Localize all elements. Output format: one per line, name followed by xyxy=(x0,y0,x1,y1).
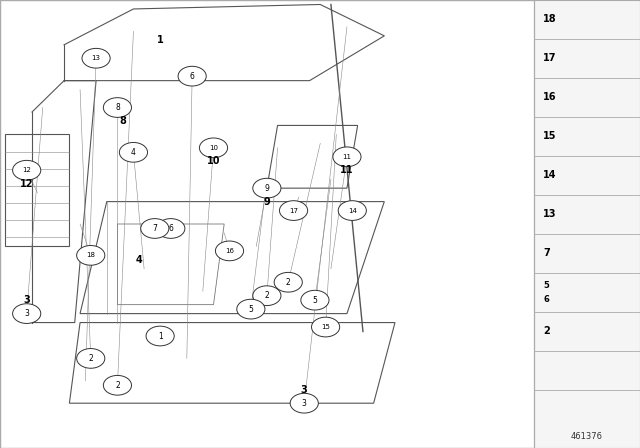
Circle shape xyxy=(119,142,147,162)
Text: 8: 8 xyxy=(119,116,126,126)
Text: 7: 7 xyxy=(543,248,550,258)
Text: 15: 15 xyxy=(321,324,330,330)
Circle shape xyxy=(253,286,281,306)
Text: 7: 7 xyxy=(152,224,157,233)
Text: 12: 12 xyxy=(22,167,31,173)
Text: 2: 2 xyxy=(88,354,93,363)
Text: 1: 1 xyxy=(157,332,163,340)
Circle shape xyxy=(200,138,228,158)
Text: 6: 6 xyxy=(168,224,173,233)
Text: 2: 2 xyxy=(264,291,269,300)
Text: 2: 2 xyxy=(115,381,120,390)
FancyBboxPatch shape xyxy=(534,0,640,448)
Text: 5: 5 xyxy=(312,296,317,305)
Text: 5: 5 xyxy=(248,305,253,314)
Text: 14: 14 xyxy=(543,170,557,181)
Text: 3: 3 xyxy=(301,385,308,395)
Text: 3: 3 xyxy=(23,295,30,305)
Circle shape xyxy=(301,290,329,310)
Text: 9: 9 xyxy=(264,184,269,193)
Circle shape xyxy=(216,241,244,261)
Text: 10: 10 xyxy=(209,145,218,151)
Circle shape xyxy=(13,304,41,323)
Circle shape xyxy=(338,201,366,220)
Circle shape xyxy=(77,349,105,368)
Text: 6: 6 xyxy=(189,72,195,81)
Circle shape xyxy=(290,393,318,413)
Text: 11: 11 xyxy=(342,154,351,160)
Text: 8: 8 xyxy=(115,103,120,112)
Text: 461376: 461376 xyxy=(571,432,603,441)
Text: 13: 13 xyxy=(543,209,557,220)
Circle shape xyxy=(13,160,41,180)
Text: 2: 2 xyxy=(286,278,291,287)
Text: 3: 3 xyxy=(24,309,29,318)
Text: 12: 12 xyxy=(20,179,33,189)
Circle shape xyxy=(274,272,302,292)
Text: 9: 9 xyxy=(264,197,270,207)
Text: 6: 6 xyxy=(543,295,549,304)
Circle shape xyxy=(82,48,110,68)
Text: 2: 2 xyxy=(543,326,550,336)
Text: 5: 5 xyxy=(543,281,549,290)
Circle shape xyxy=(141,219,169,238)
Circle shape xyxy=(103,375,131,395)
Text: 16: 16 xyxy=(543,92,557,103)
Circle shape xyxy=(178,66,206,86)
Text: 18: 18 xyxy=(543,14,557,25)
Text: 17: 17 xyxy=(543,53,557,64)
Circle shape xyxy=(146,326,174,346)
Text: 17: 17 xyxy=(289,207,298,214)
Text: 4: 4 xyxy=(136,255,142,265)
Text: 14: 14 xyxy=(348,207,356,214)
Circle shape xyxy=(253,178,281,198)
Text: 10: 10 xyxy=(207,156,220,166)
Circle shape xyxy=(77,246,105,265)
Circle shape xyxy=(333,147,361,167)
Text: 16: 16 xyxy=(225,248,234,254)
Circle shape xyxy=(280,201,308,220)
Circle shape xyxy=(237,299,265,319)
Circle shape xyxy=(157,219,185,238)
Text: 11: 11 xyxy=(340,165,354,175)
Circle shape xyxy=(103,98,131,117)
Text: 3: 3 xyxy=(302,399,307,408)
Text: 15: 15 xyxy=(543,131,557,142)
Text: 18: 18 xyxy=(86,252,95,258)
Text: 4: 4 xyxy=(131,148,136,157)
Text: 1: 1 xyxy=(157,35,163,45)
Text: 13: 13 xyxy=(92,55,100,61)
Circle shape xyxy=(312,317,340,337)
